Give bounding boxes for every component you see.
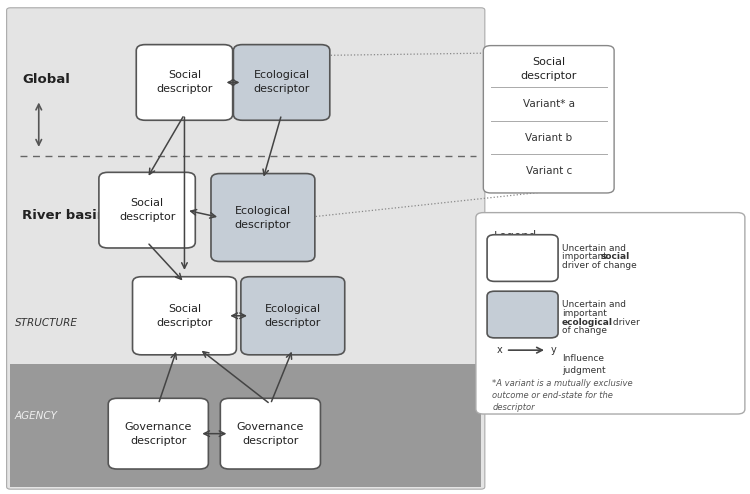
FancyBboxPatch shape — [136, 44, 232, 120]
Text: Uncertain and: Uncertain and — [562, 244, 626, 252]
Text: x: x — [496, 345, 502, 355]
Text: Ecological
descriptor: Ecological descriptor — [254, 71, 310, 94]
FancyBboxPatch shape — [487, 291, 558, 338]
Text: important: important — [562, 309, 607, 318]
Text: Influence
judgment: Influence judgment — [562, 354, 605, 375]
Text: Variant b: Variant b — [525, 133, 572, 143]
Bar — [10, 364, 481, 487]
Text: Legend: Legend — [494, 230, 537, 243]
FancyBboxPatch shape — [483, 45, 614, 193]
Text: driver of change: driver of change — [562, 261, 637, 270]
Text: AGENCY: AGENCY — [15, 412, 58, 421]
FancyBboxPatch shape — [487, 235, 558, 282]
FancyBboxPatch shape — [233, 44, 330, 120]
Text: ecological: ecological — [562, 318, 613, 327]
Text: social: social — [601, 252, 630, 261]
Text: *A variant is a mutually exclusive
outcome or end-state for the
descriptor: *A variant is a mutually exclusive outco… — [492, 378, 633, 412]
Text: Social
descriptor: Social descriptor — [156, 304, 213, 328]
Text: important: important — [562, 252, 610, 261]
Text: River basin: River basin — [22, 208, 106, 222]
FancyBboxPatch shape — [241, 277, 345, 355]
Text: STRUCTURE: STRUCTURE — [15, 318, 78, 328]
Text: Social
descriptor: Social descriptor — [119, 198, 176, 222]
Text: Social
descriptor: Social descriptor — [156, 71, 213, 94]
Text: Ecological
descriptor: Ecological descriptor — [235, 206, 291, 230]
FancyBboxPatch shape — [220, 398, 320, 469]
FancyBboxPatch shape — [476, 212, 745, 414]
Text: Variant c: Variant c — [526, 166, 572, 176]
Text: of change: of change — [562, 326, 607, 334]
FancyBboxPatch shape — [7, 8, 484, 489]
Text: Uncertain and: Uncertain and — [562, 300, 626, 309]
Text: Governance
descriptor: Governance descriptor — [237, 422, 304, 446]
Text: Global: Global — [22, 74, 70, 86]
FancyBboxPatch shape — [99, 172, 195, 248]
FancyBboxPatch shape — [133, 277, 236, 355]
FancyBboxPatch shape — [108, 398, 208, 469]
FancyBboxPatch shape — [211, 173, 315, 261]
Text: y: y — [550, 345, 556, 355]
Text: Variant* a: Variant* a — [523, 99, 574, 109]
Text: driver: driver — [610, 318, 640, 327]
Text: Governance
descriptor: Governance descriptor — [124, 422, 192, 446]
Text: Ecological
descriptor: Ecological descriptor — [265, 304, 321, 328]
Text: Social
descriptor: Social descriptor — [520, 57, 577, 81]
